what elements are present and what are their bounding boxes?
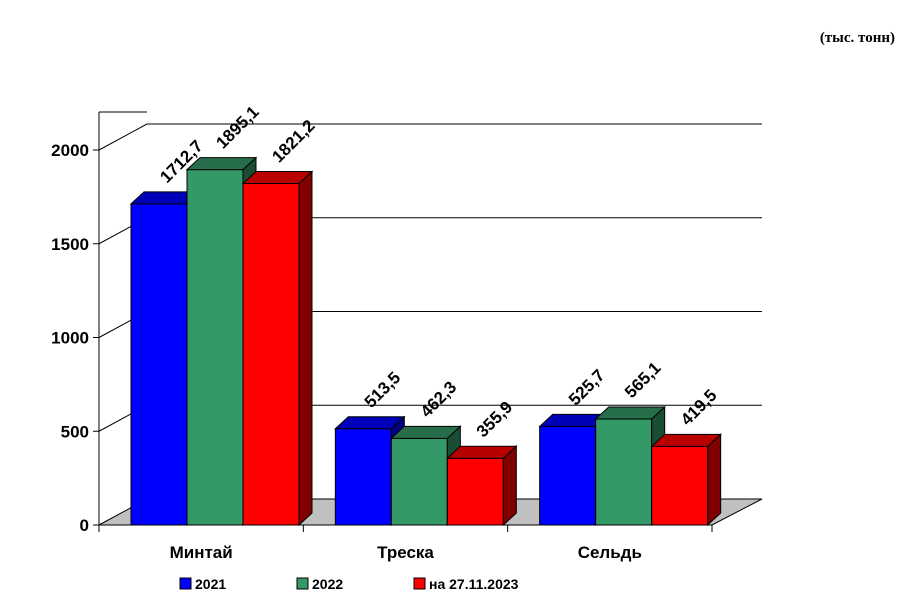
data-label: 355,9 [473, 398, 517, 442]
data-label: 1895,1 [212, 102, 262, 152]
legend-item: на 27.11.2023 [413, 576, 519, 592]
bar-front [130, 203, 188, 526]
legend-label: 2022 [312, 576, 343, 592]
bar-side [502, 445, 517, 527]
legend-item: 2022 [296, 576, 343, 592]
bar-front [334, 428, 392, 526]
data-label: 462,3 [417, 378, 461, 422]
bar-side [298, 170, 313, 527]
legend-item: 2021 [179, 576, 226, 592]
legend-label: на 27.11.2023 [429, 576, 519, 592]
bar-front [186, 169, 244, 526]
bar-на 27.11.2023-Минтай [241, 170, 314, 527]
y-tick-label: 0 [80, 516, 89, 535]
bar-front [595, 418, 653, 526]
data-label: 565,1 [621, 358, 665, 402]
bar-top [446, 445, 518, 459]
bar-top [241, 171, 314, 185]
y-tick-label: 1000 [51, 329, 89, 348]
units-note: (тыс. тонн) [819, 30, 895, 46]
chart-bars [129, 156, 722, 527]
bar-front [446, 457, 504, 526]
bar-top [334, 416, 406, 430]
bar-top [185, 157, 258, 171]
chart-legend: 2021 2022 на 27.11.2023 [179, 576, 519, 592]
bar-front [242, 183, 300, 526]
bar-front [390, 437, 448, 526]
bar-на 27.11.2023-Треска [446, 445, 518, 527]
bar-top [650, 433, 722, 447]
x-category-label: Сельдь [578, 543, 642, 562]
bar-top [390, 425, 462, 439]
bar-front [539, 425, 597, 526]
y-tick-label: 500 [61, 422, 89, 441]
bar-на 27.11.2023-Сельдь [650, 433, 722, 527]
y-tick-label: 2000 [51, 141, 89, 160]
gridline-side [98, 123, 148, 151]
bar-front [651, 445, 709, 526]
legend-swatch [413, 577, 426, 590]
x-category-label: Треска [377, 543, 434, 562]
data-label: 525,7 [565, 366, 609, 410]
bar-side [707, 433, 722, 527]
legend-swatch [179, 577, 192, 590]
data-label: 419,5 [677, 386, 721, 430]
x-category-label: Минтай [170, 543, 233, 562]
legend-label: 2021 [195, 576, 226, 592]
legend-swatch [296, 577, 309, 590]
bar-top [594, 406, 666, 420]
y-tick-label: 1500 [51, 235, 89, 254]
chart-axes: 0 500 1000 1500 2000 Минтай Треска Сельдь [51, 111, 713, 562]
